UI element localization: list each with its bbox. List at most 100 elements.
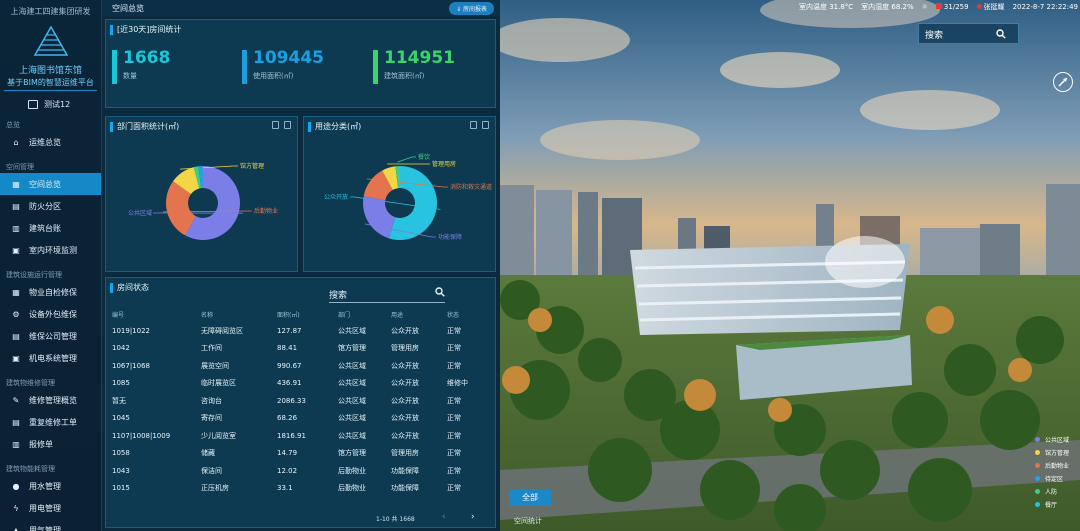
sidebar-item[interactable]: ▤ 重复维修工单 [0, 411, 101, 433]
legend-item[interactable]: 公共区域 [1035, 433, 1080, 446]
legend-swatch [1035, 450, 1040, 455]
library-logo-icon [31, 25, 71, 59]
pie-slice[interactable] [388, 166, 437, 240]
prev-page-button[interactable]: ‹ [442, 512, 446, 522]
table-header-cell: 名称 [201, 311, 214, 319]
pie-slice[interactable] [198, 166, 203, 189]
table-cell: 1067|1068 [112, 361, 150, 370]
all-floors-button[interactable]: 全部 [509, 490, 551, 506]
table-cell: 正常 [447, 484, 461, 493]
table-cell: 保洁间 [201, 466, 222, 475]
sidebar-item[interactable]: ▦ 物业自检修保 [0, 281, 101, 303]
table-cell: 1058 [112, 449, 130, 458]
table-row[interactable]: 1085 临时展览区 436.91 公共区域 公众开放 维修中 [112, 375, 496, 393]
pagination-info: 1-10 共 1668 [376, 516, 415, 523]
pie-slice[interactable] [193, 166, 202, 189]
sidebar-nav: 总览 ⌂ 运维总览 空间管理 ▦ 空间总览 ▤ 防火分区 ▥ 建筑台账 ▣ 室内环境监测 建筑设施运行管… [0, 111, 101, 531]
table-row[interactable]: 1015 正压机房 33.1 后勤物业 功能保障 正常 [112, 480, 496, 498]
table-cell: 2086.33 [277, 396, 306, 405]
table-cell: 正常 [447, 326, 461, 335]
export-icon[interactable] [482, 121, 489, 129]
room-stats-panel: [近30天]房间统计 1668 数量 109445 使用面积(㎡) 114951 建筑面积… [105, 19, 496, 108]
sidebar-item[interactable]: ▲ 用气管理 [0, 519, 101, 531]
nav-icon: ⚙ [12, 309, 20, 319]
stat-value: 109445 [253, 48, 324, 68]
pie-slice[interactable] [363, 196, 396, 239]
sidebar-item[interactable]: ▦ 空间总览 [0, 173, 101, 195]
table-row[interactable]: 1019|1022 无障碍阅览区 127.87 公共区域 公众开放 正常 [112, 322, 496, 340]
pie-slice[interactable] [173, 167, 200, 195]
table-cell: 88.41 [277, 344, 298, 353]
sidebar-item[interactable]: ▤ 维保公司管理 [0, 325, 101, 347]
alarm-flag-icon [935, 3, 942, 9]
room-search-input[interactable]: 搜索 [329, 286, 445, 303]
compass-icon[interactable] [1053, 72, 1073, 92]
user-card-icon [28, 99, 38, 109]
table-cell: 工作间 [201, 344, 222, 353]
legend-item[interactable]: 餐厅 [1035, 498, 1080, 511]
table-header-cell: 状态 [447, 311, 460, 319]
pie-slice[interactable] [185, 166, 240, 240]
room-status-title: 房间状态 [110, 283, 149, 293]
room-report-button[interactable]: ⇓ 房间报表 [449, 1, 494, 15]
export-icon[interactable] [284, 121, 291, 129]
sidebar-item-label: 报修单 [29, 439, 53, 449]
alarm-count[interactable]: 31/259 [935, 3, 969, 11]
table-cell: 公众开放 [391, 326, 419, 335]
bim-3d-viewport[interactable]: 室内温度 31.8°C 室内湿度 68.2% ☼ 31/259 张挺耀 2022… [500, 0, 1080, 531]
table-cell: 馆方管理 [338, 344, 366, 353]
sidebar-item[interactable]: ▣ 室内环境监测 [0, 239, 101, 261]
legend-item[interactable]: 后勤物业 [1035, 459, 1080, 472]
table-row[interactable]: 1042 工作间 88.41 馆方管理 管理用房 正常 [112, 340, 496, 358]
table-row[interactable]: 1067|1068 展览空间 990.67 公共区域 公众开放 正常 [112, 357, 496, 375]
current-user[interactable]: 测试12 [0, 91, 101, 111]
search-icon[interactable] [996, 29, 1006, 39]
sidebar-item[interactable]: ϟ 用电管理 [0, 497, 101, 519]
pie-slice[interactable] [166, 181, 196, 236]
pie-slice[interactable] [382, 166, 399, 190]
table-header-cell: 用途 [391, 311, 404, 319]
legend-label: 公共区域 [1045, 437, 1070, 444]
table-cell: 功能保障 [391, 466, 419, 475]
sidebar-item-label: 机电系统管理 [29, 353, 77, 363]
table-header-cell: 部门 [338, 311, 351, 319]
table-row[interactable]: 1058 储藏 14.79 馆方管理 管理用房 正常 [112, 445, 496, 463]
table-cell: 正常 [447, 466, 461, 475]
table-cell: 少儿阅览室 [201, 431, 236, 440]
pie-slice[interactable] [395, 166, 400, 189]
table-row[interactable]: 暂无 咨询台 2086.33 公共区域 公众开放 正常 [112, 392, 496, 410]
next-page-button[interactable]: › [471, 512, 475, 522]
sidebar-item-label: 室内环境监测 [29, 245, 77, 255]
sidebar-item[interactable]: ▣ 机电系统管理 [0, 347, 101, 369]
legend-item[interactable]: 人防 [1035, 485, 1080, 498]
sidebar-item[interactable]: ▤ 防火分区 [0, 195, 101, 217]
table-row[interactable]: 1107|1008|1009 少儿阅览室 1816.91 公共区域 公众开放 正常 [112, 427, 496, 445]
legend-item[interactable]: 待定区 [1035, 472, 1080, 485]
table-header-cell: 编号 [112, 311, 125, 319]
scene-search-input[interactable]: 搜索 [918, 23, 1019, 44]
hud-user[interactable]: 张挺耀 [976, 2, 1005, 12]
sidebar-item[interactable]: ▥ 报修单 [0, 433, 101, 455]
sidebar-item[interactable]: ✎ 维修管理概览 [0, 389, 101, 411]
sidebar-item[interactable]: ⌂ 运维总览 [0, 131, 101, 153]
table-row[interactable]: 1045 寄存间 68.26 公共区域 公众开放 正常 [112, 410, 496, 428]
sidebar-item-label: 物业自检修保 [29, 287, 77, 297]
table-cell: 公共区域 [338, 414, 366, 423]
pie-slice[interactable] [363, 170, 393, 201]
sidebar-item[interactable]: ● 用水管理 [0, 475, 101, 497]
table-row[interactable]: 1043 保洁间 12.02 后勤物业 功能保障 正常 [112, 462, 496, 480]
sidebar-item[interactable]: ▥ 建筑台账 [0, 217, 101, 239]
table-cell: 公众开放 [391, 431, 419, 440]
download-file-icon[interactable] [470, 121, 477, 129]
download-file-icon[interactable] [272, 121, 279, 129]
sidebar-item[interactable]: ⚙ 设备外包维保 [0, 303, 101, 325]
search-icon[interactable] [435, 287, 445, 297]
stat-value: 1668 [123, 48, 171, 68]
sidebar-item-label: 用气管理 [29, 525, 61, 531]
usage-title: 用途分类(㎡) [308, 122, 361, 132]
table-cell: 127.87 [277, 326, 302, 335]
legend-item[interactable]: 馆方管理 [1035, 446, 1080, 459]
sidebar-item-label: 维修管理概览 [29, 395, 77, 405]
building-model-render [500, 0, 1080, 531]
